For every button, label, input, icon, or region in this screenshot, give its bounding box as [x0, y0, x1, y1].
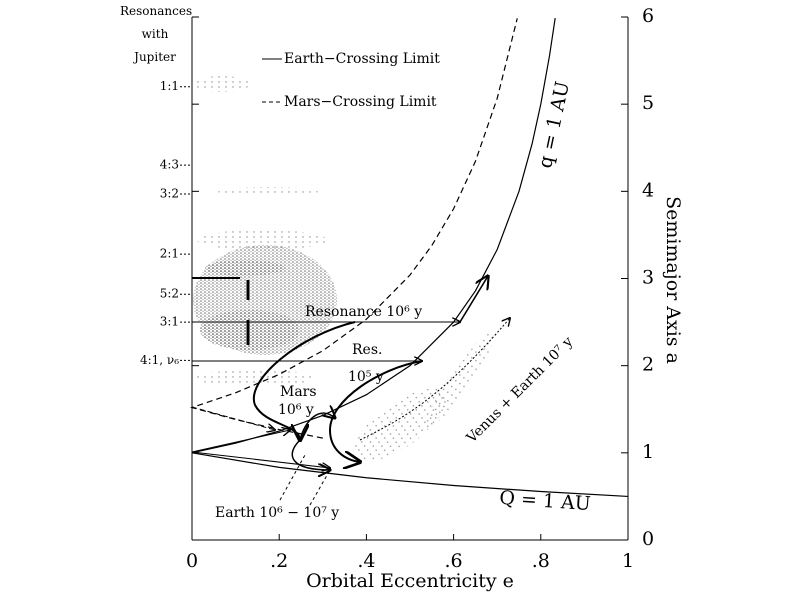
legend-label: Earth−Crossing Limit: [284, 51, 440, 67]
y-tick-label: 6: [642, 5, 654, 27]
resonance-label: 3:1: [160, 315, 179, 329]
evolution-paths: [191, 276, 510, 506]
annotation: Q = 1 AU: [499, 487, 592, 515]
x-tick-label: .2: [270, 550, 288, 572]
annotation: Earth 10⁶ − 10⁷ y: [215, 505, 339, 521]
x-tick-label: .6: [445, 550, 463, 572]
y-tick-label: 2: [642, 354, 654, 376]
legend-label: Mars−Crossing Limit: [284, 94, 437, 110]
annotation: Res.: [352, 342, 382, 358]
y-tick-label: 1: [642, 441, 654, 463]
x-tick-label: .4: [357, 550, 375, 572]
x-axis-title: Orbital Eccentricity e: [306, 570, 514, 592]
asteroid-clouds: [193, 76, 496, 462]
annotation: 10⁵ y: [348, 369, 384, 385]
resonance-label: 5:2: [160, 287, 179, 301]
y-tick-label: 3: [642, 267, 654, 289]
resonance-label: 2:1: [160, 247, 179, 261]
resonance-title: Resonances with Jupiter: [120, 4, 193, 64]
curve: [191, 17, 629, 498]
x-tick-label: 0: [186, 550, 198, 572]
annotation: Resonance 10⁶ y: [305, 304, 422, 320]
resonance-label: 4:1, ν₆: [140, 353, 179, 367]
x-tick-label: .8: [532, 550, 550, 572]
curve: [189, 18, 518, 439]
annotation: Mars: [280, 384, 317, 400]
annotation: 10⁶ y: [278, 402, 314, 418]
y-tick-label: 0: [642, 528, 654, 550]
resonance-label: 3:2: [160, 186, 179, 200]
x-tick-label: 1: [622, 550, 634, 572]
resonance-label: 1:1: [160, 79, 179, 93]
annotation: q = 1 AU: [534, 79, 574, 170]
y-axis-title: Semimajor Axis a: [662, 196, 684, 364]
resonance-label: 4:3: [160, 158, 179, 172]
y-tick-label: 5: [642, 92, 654, 114]
y-tick-label: 4: [642, 179, 654, 201]
